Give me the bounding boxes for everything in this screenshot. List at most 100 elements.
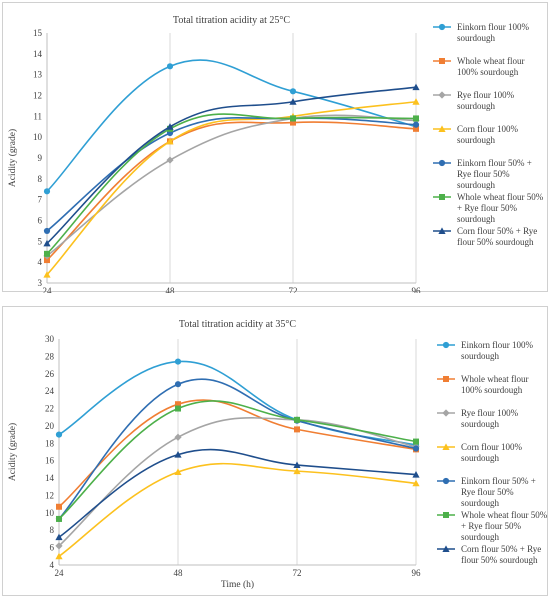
legend-entry: Einkorn flour 100% sourdough [457, 22, 529, 43]
y-tick-label: 10 [33, 132, 43, 142]
series-line [46, 100, 417, 276]
legend-entry-line: sourdough [461, 532, 499, 542]
chart-title: Total titration acidity at 35°C [179, 319, 296, 330]
data-point [175, 401, 181, 408]
data-point [55, 533, 63, 541]
y-tick-label: 18 [45, 438, 55, 448]
series-line [58, 360, 417, 446]
legend-entry: Whole wheat flour 50% + Rye flour 50% sour… [461, 510, 548, 542]
legend-entry-line: sourdough [461, 498, 499, 508]
y-tick-label: 15 [33, 28, 43, 38]
data-point [413, 115, 419, 122]
data-point [294, 426, 300, 433]
legend-entry-line: flour 50% sourdough [461, 555, 538, 565]
y-tick-label: 14 [45, 473, 55, 483]
data-point [44, 250, 50, 257]
data-point [294, 416, 300, 423]
data-point [412, 83, 420, 91]
legend-entry-line: Corn flour 50% + Rye [457, 226, 537, 236]
legend-entry-line: Einkorn flour 50% + [457, 158, 532, 168]
data-point [166, 137, 174, 145]
series-line [46, 59, 417, 192]
legend-entry: Whole wheat flour 50% + Rye flour 50% sour… [457, 192, 544, 224]
data-point [44, 257, 50, 264]
data-point [43, 188, 51, 195]
legend-marker [439, 58, 445, 64]
legend-entry-line: Einkorn flour 50% + [461, 476, 536, 486]
legend-entry: Corn flour 50% + Rye flour 50% sourdough [461, 544, 541, 565]
y-tick-label: 24 [45, 386, 55, 396]
y-tick-label: 7 [38, 195, 43, 205]
data-point [55, 552, 63, 560]
series-line [58, 448, 417, 538]
x-tick-label: 72 [289, 286, 298, 293]
legend-entry-line: Corn flour 50% + Rye [461, 544, 541, 554]
legend-entry: Einkorn flour 50% + Rye flour 50% sourdoug… [461, 476, 536, 508]
y-axis-label: Acidity (grade) [7, 423, 18, 481]
y-tick-label: 22 [45, 404, 54, 414]
data-point [290, 115, 296, 122]
legend-entry-line: 100% sourdough [457, 67, 519, 77]
legend-entry-line: Corn flour 100% [461, 442, 522, 452]
chart-title: Total titration acidity at 25°C [173, 15, 290, 26]
legend-marker [442, 409, 450, 417]
x-tick-label: 48 [174, 568, 184, 578]
legend-entry: Corn flour 50% + Rye flour 50% sourdough [457, 226, 537, 247]
legend-marker [442, 545, 450, 552]
data-point [174, 381, 182, 388]
legend-entry-line: Einkorn flour 100% [457, 22, 529, 32]
y-axis-label: Acidity (grade) [7, 129, 18, 187]
y-tick-label: 4 [38, 257, 43, 267]
data-point [412, 121, 420, 128]
x-tick-label: 48 [166, 286, 176, 293]
x-tick-label: 24 [43, 286, 53, 293]
data-point [293, 467, 301, 475]
y-tick-label: 12 [33, 91, 42, 101]
y-tick-label: 14 [33, 49, 43, 59]
data-point [290, 119, 296, 126]
data-point [174, 433, 182, 441]
legend-marker [438, 23, 446, 31]
data-point [289, 98, 297, 105]
x-tick-label: 72 [293, 568, 302, 578]
data-point [175, 405, 181, 412]
y-tick-label: 6 [50, 543, 55, 553]
data-point [166, 63, 174, 70]
legend-marker [438, 91, 446, 99]
legend-marker [442, 443, 450, 450]
series-line [46, 121, 417, 261]
legend-entry-line: 100% sourdough [461, 385, 523, 395]
data-point [412, 471, 420, 478]
legend-marker [438, 125, 446, 132]
data-point [174, 358, 182, 365]
legend-marker [443, 376, 449, 382]
legend-marker [438, 159, 446, 167]
legend-entry: Rye flour 100% sourdough [457, 90, 515, 111]
series-line [46, 113, 417, 255]
legend-entry-line: sourdough [457, 180, 495, 190]
legend-entry-line: sourdough [461, 351, 499, 361]
data-point [174, 451, 182, 458]
legend-entry-line: Whole wheat flour [457, 56, 524, 66]
data-point [412, 479, 420, 487]
legend-entry-line: Whole wheat flour 50% [461, 510, 548, 520]
y-tick-label: 5 [38, 236, 43, 246]
legend-entry-line: + Rye flour 50% [457, 203, 517, 213]
legend-entry-line: sourdough [461, 453, 499, 463]
data-point [56, 515, 62, 522]
y-tick-label: 10 [45, 508, 55, 518]
series-line [58, 378, 417, 520]
legend-entry-line: sourdough [457, 214, 495, 224]
data-point [413, 125, 419, 132]
legend-marker [438, 227, 446, 234]
series-line [46, 116, 417, 232]
x-tick-label: 96 [412, 286, 422, 293]
y-tick-label: 26 [45, 369, 55, 379]
chart-25c: Total titration acidity at 25°C 3 4 5 6 7 8 9 10… [7, 15, 544, 293]
y-tick-label: 6 [38, 216, 43, 226]
legend-entry: Whole wheat flour 100% sourdough [461, 374, 528, 395]
data-point [174, 468, 182, 475]
chart-35c: Total titration acidity at 35°C 4 6 8 10 12 14… [7, 319, 548, 590]
legend-entry-line: sourdough [457, 135, 495, 145]
legend-entry-line: Einkorn flour 100% [461, 340, 533, 350]
